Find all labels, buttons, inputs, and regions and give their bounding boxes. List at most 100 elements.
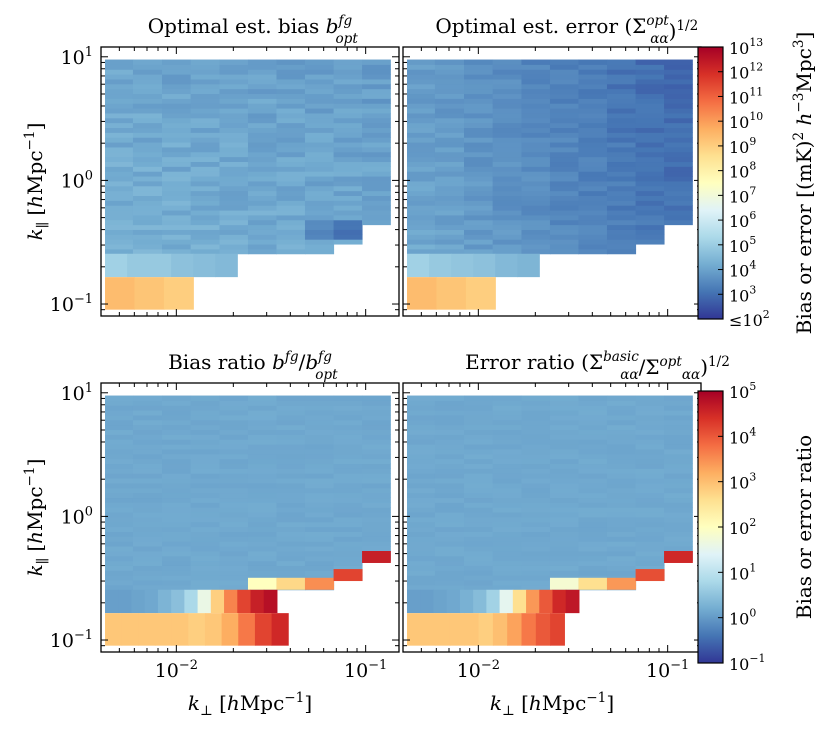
heatmap-cell: [276, 448, 306, 455]
heatmap-cell: [162, 536, 192, 542]
heatmap-cell: [521, 453, 551, 460]
heatmap-cell: [132, 419, 163, 426]
heatmap-cell: [219, 575, 249, 581]
heatmap-cell: [578, 161, 608, 167]
heatmap-cell: [434, 229, 465, 235]
heatmap-cell: [162, 64, 192, 70]
heatmap-cell: [162, 512, 192, 518]
heatmap-cell: [247, 429, 277, 435]
heatmap-cell: [521, 424, 551, 431]
heatmap-cell: [247, 214, 277, 221]
heatmap-cell: [635, 516, 665, 523]
heatmap-cell: [664, 434, 693, 440]
heatmap-cell: [304, 541, 335, 547]
heatmap-cell: [521, 137, 551, 143]
heatmap-cell: [464, 521, 494, 528]
heatmap-cell: [492, 414, 522, 421]
heatmap-cell: [492, 419, 522, 426]
heatmap-cell: [219, 64, 249, 70]
heatmap-cell: [473, 253, 496, 278]
heatmap-cell: [105, 78, 134, 85]
heatmap-cell: [276, 536, 306, 542]
heatmap-cell: [464, 88, 494, 95]
heatmap-cell: [521, 103, 551, 109]
heatmap-cell: [549, 219, 579, 226]
heatmap-cell: [247, 577, 277, 590]
heatmap-cell: [521, 482, 551, 489]
heatmap-cell: [247, 180, 277, 187]
heatmap-cell: [549, 424, 579, 431]
heatmap-cell: [190, 448, 220, 455]
heatmap-cell: [521, 584, 551, 591]
heatmap-cell: [132, 229, 163, 235]
heatmap-cell: [304, 244, 335, 250]
heatmap-cell: [105, 74, 134, 80]
heatmap-cell: [407, 497, 436, 503]
heatmap-cell: [521, 487, 551, 494]
heatmap-cell: [635, 414, 665, 421]
heatmap-cell: [105, 156, 134, 163]
heatmap-cell: [247, 414, 277, 421]
heatmap-cell: [362, 424, 391, 431]
heatmap-cell: [276, 414, 306, 421]
heatmap-cell: [219, 244, 249, 250]
heatmap-cell: [464, 570, 494, 576]
heatmap-cell: [219, 137, 249, 143]
heatmap-cell: [565, 589, 580, 614]
heatmap-cell: [304, 219, 335, 226]
heatmap-cell: [606, 151, 637, 158]
heatmap-cell: [132, 180, 163, 187]
colorbar-tick-label: 108: [729, 160, 756, 182]
heatmap-cell: [407, 195, 436, 201]
heatmap-cell: [362, 108, 391, 114]
heatmap-cell: [606, 190, 637, 196]
heatmap-cell: [464, 439, 494, 445]
heatmap-cell: [664, 419, 693, 426]
heatmap-cell: [276, 502, 306, 508]
colorbar-tick-label: 10−1: [729, 652, 765, 674]
heatmap-cell: [276, 531, 306, 537]
heatmap-cell: [219, 429, 249, 435]
heatmap-cell: [333, 463, 363, 469]
heatmap-cell: [162, 142, 192, 148]
heatmap-cell: [578, 137, 608, 143]
heatmap-cell: [276, 151, 306, 158]
heatmap-cell: [162, 497, 192, 503]
heatmap-cell: [606, 88, 637, 95]
heatmap-cell: [434, 478, 465, 484]
heatmap-cell: [606, 234, 637, 240]
heatmap-cell: [606, 560, 637, 566]
heatmap-cell: [635, 444, 665, 450]
heatmap-cell: [578, 98, 608, 104]
heatmap-cell: [132, 88, 163, 95]
heatmap-cell: [578, 180, 608, 187]
y-axis-label: k∥ [hMpc−1]: [22, 459, 51, 577]
heatmap-cell: [276, 64, 306, 70]
heatmap-cell: [105, 180, 134, 187]
heatmap-cell: [521, 108, 551, 114]
heatmap-cell: [578, 405, 608, 411]
heatmap-cell: [635, 122, 665, 129]
heatmap-cell: [434, 531, 465, 537]
heatmap-cell: [362, 156, 391, 163]
heatmap-cell: [219, 478, 249, 484]
heatmap-cell: [521, 444, 551, 450]
heatmap-cell: [464, 526, 494, 532]
heatmap-cell: [664, 108, 693, 114]
heatmap-cell: [464, 458, 494, 465]
heatmap-cell: [276, 69, 306, 75]
heatmap-cell: [464, 580, 494, 586]
heatmap-cell: [464, 190, 494, 196]
heatmap-cell: [304, 400, 335, 406]
heatmap-cell: [407, 151, 436, 158]
heatmap-cell: [247, 108, 277, 114]
heatmap-cell: [464, 185, 494, 192]
heatmap-cell: [247, 531, 277, 537]
heatmap-cell: [464, 93, 494, 99]
heatmap-cell: [247, 410, 277, 416]
heatmap-cell: [549, 502, 579, 508]
heatmap-cell: [521, 507, 551, 513]
heatmap-cell: [492, 521, 522, 528]
heatmap-cell: [492, 405, 522, 411]
heatmap-cell: [464, 132, 494, 138]
